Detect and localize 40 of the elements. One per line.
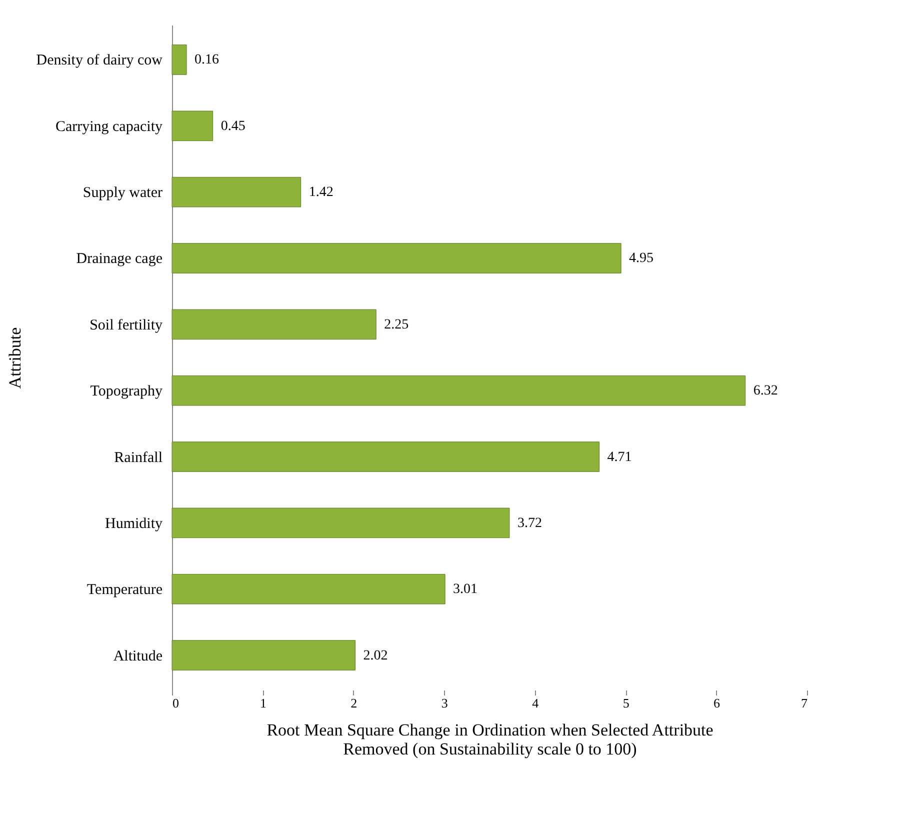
data-label: 4.71 bbox=[607, 450, 632, 465]
bar bbox=[172, 44, 187, 75]
y-tick-label: Humidity bbox=[104, 516, 163, 532]
y-tick-label: Density of dairy cow bbox=[36, 52, 163, 69]
y-axis-title: Attribute bbox=[5, 327, 24, 389]
bar bbox=[172, 176, 302, 208]
data-label: 3.01 bbox=[453, 582, 478, 598]
bar bbox=[172, 309, 376, 340]
data-label: 2.25 bbox=[384, 317, 409, 332]
x-tick-label: 2 bbox=[350, 696, 358, 710]
y-tick-label: Temperature bbox=[86, 582, 163, 598]
y-tick-label: Rainfall bbox=[114, 450, 162, 466]
x-tick-label: 6 bbox=[714, 696, 721, 710]
y-tick-label: Altitude bbox=[113, 648, 163, 664]
x-tick-label: 1 bbox=[260, 696, 266, 710]
x-tick-label: 4 bbox=[532, 696, 540, 710]
data-label: 0.16 bbox=[194, 52, 220, 68]
x-tick-label: 7 bbox=[801, 696, 808, 710]
bar bbox=[172, 442, 600, 472]
data-label: 2.02 bbox=[363, 648, 388, 664]
y-tick-label: Soil fertility bbox=[90, 317, 163, 334]
y-tick-label: Topography bbox=[90, 384, 163, 400]
bar bbox=[172, 574, 446, 604]
data-label: 0.45 bbox=[220, 118, 246, 134]
data-label: 6.32 bbox=[753, 384, 778, 399]
data-label: 3.72 bbox=[517, 516, 542, 531]
y-tick-label: Supply water bbox=[82, 185, 162, 202]
x-axis-title: Root Mean Square Change in Ordination when Selected Attribute Removed (on Sustainability scale 0 to 100) bbox=[266, 720, 714, 758]
bar bbox=[172, 375, 746, 406]
data-label: 1.42 bbox=[308, 185, 334, 200]
bar bbox=[172, 110, 214, 142]
x-tick-label: 0 bbox=[172, 696, 179, 710]
y-tick-label: Drainage cage bbox=[76, 251, 163, 268]
bar bbox=[172, 508, 510, 538]
bar bbox=[172, 640, 356, 670]
bar bbox=[172, 243, 622, 274]
y-tick-label: Carrying capacity bbox=[55, 118, 163, 135]
x-tick-label: 5 bbox=[622, 696, 630, 710]
data-label: 4.95 bbox=[629, 251, 654, 266]
x-tick-label: 3 bbox=[441, 696, 448, 710]
